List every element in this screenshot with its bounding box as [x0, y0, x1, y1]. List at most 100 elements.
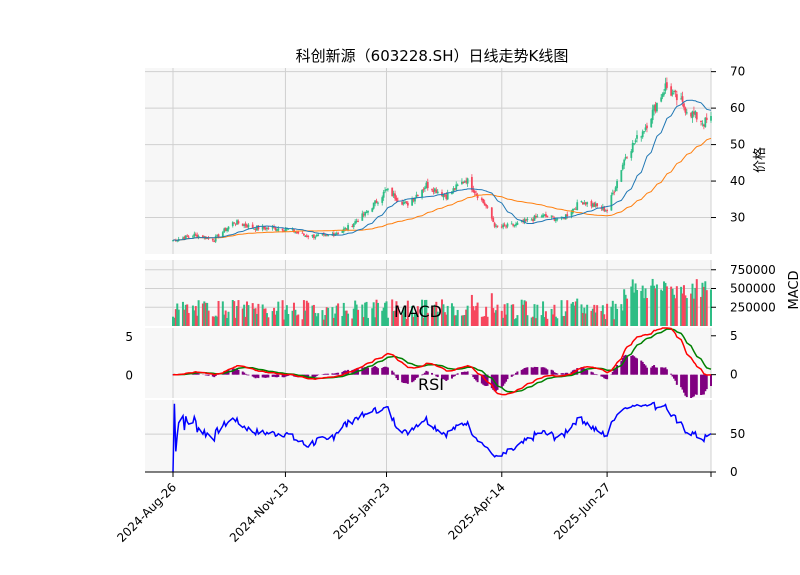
candle-body: [254, 228, 257, 230]
candle-body: [247, 224, 250, 228]
ma-long-line: [172, 137, 712, 241]
volume-bar: [196, 315, 199, 326]
macd-hist-bar: [261, 374, 264, 378]
volume-bar: [492, 308, 495, 326]
macd-hist-bar: [327, 373, 330, 375]
volume-bar: [305, 300, 308, 326]
candle-body: [560, 216, 563, 218]
candle-body: [566, 214, 569, 217]
volume-bar: [345, 310, 348, 326]
volume-bar: [681, 293, 684, 326]
macd-hist-bar: [692, 374, 695, 397]
macd-hist-bar: [532, 367, 535, 375]
macd-hist-bar: [655, 367, 658, 375]
volume-bar: [371, 308, 374, 326]
volume-bar: [445, 314, 448, 326]
candle-body: [543, 214, 546, 216]
candle-body: [432, 190, 435, 193]
candle-body: [244, 223, 247, 227]
macd-hist-bar: [233, 368, 236, 375]
candle-body: [345, 228, 348, 230]
volume-bar: [614, 303, 617, 326]
candle-body: [601, 206, 604, 210]
volume-bar: [590, 310, 593, 326]
macd-hist-bar: [362, 367, 365, 375]
macd-hist-bar: [271, 374, 274, 377]
macd-hist-bar: [204, 374, 207, 376]
candle-body: [570, 211, 573, 216]
macd-hist-bar: [654, 367, 657, 375]
volume-bar: [255, 313, 258, 326]
macd-hist-bar: [366, 367, 369, 375]
macd-hist-bar: [263, 374, 266, 378]
volume-bar: [271, 311, 274, 326]
volume-bar: [264, 308, 267, 326]
volume-bar: [413, 313, 416, 326]
volume-bar: [331, 307, 334, 326]
macd-hist-bar: [702, 374, 705, 395]
volume-bar: [705, 290, 708, 326]
candle-body: [694, 111, 697, 115]
candle-body: [684, 107, 687, 113]
candle-body: [606, 210, 609, 212]
x-tick-label: 2024-Nov-13: [227, 480, 292, 545]
volume-bar: [533, 304, 536, 326]
candle-body: [523, 219, 526, 223]
candle-body: [644, 127, 647, 130]
candle-body: [646, 125, 648, 129]
candle-body: [651, 109, 654, 121]
volume-bar: [701, 282, 704, 326]
macd-tick-label: 5: [730, 329, 738, 343]
volume-bar: [294, 309, 297, 326]
volume-bar: [702, 286, 705, 326]
volume-tick-label: 250000: [730, 300, 776, 314]
candle-body: [277, 228, 280, 231]
volume-bar: [606, 303, 609, 326]
candle-body: [680, 98, 683, 100]
volume-bar: [396, 305, 399, 326]
macd-hist-bar: [623, 355, 626, 375]
macd-hist-bar: [503, 374, 506, 384]
volume-bar: [574, 301, 577, 326]
volume-bar: [334, 313, 337, 326]
volume-bar: [630, 286, 633, 326]
candle-body: [590, 201, 593, 207]
candle-body: [594, 203, 597, 207]
volume-bar: [456, 309, 459, 326]
volume-bar: [335, 305, 338, 326]
candle-body: [442, 194, 445, 198]
candle-body: [197, 235, 200, 238]
candle-body: [465, 180, 468, 183]
volume-bar: [376, 302, 379, 326]
volume-bar: [560, 300, 563, 326]
candle-body: [704, 117, 707, 128]
candle-body: [196, 234, 199, 238]
macd-hist-bar: [311, 374, 314, 378]
candle-body: [243, 224, 246, 227]
volume-bar: [524, 301, 527, 326]
candle-body: [626, 157, 628, 159]
price-tick-label: 30: [730, 211, 745, 225]
price-tick-label: 60: [730, 101, 745, 115]
volume-bar: [285, 305, 288, 326]
volume-bar: [623, 289, 626, 326]
volume-bar: [223, 314, 226, 326]
volume-bar: [374, 317, 377, 326]
candle-body: [207, 237, 210, 239]
volume-bar: [265, 313, 268, 326]
volume-bar: [506, 303, 509, 326]
macd-hist-bar: [422, 373, 425, 375]
candle-body: [553, 217, 556, 221]
macd-hist-bar: [421, 374, 424, 376]
candle-body: [194, 234, 197, 236]
volume-bar: [526, 315, 529, 326]
candle-body: [695, 112, 698, 120]
volume-bar: [236, 305, 239, 326]
volume-bar: [536, 304, 539, 326]
volume-bar: [382, 307, 385, 326]
macd-hist-bar: [244, 373, 247, 375]
volume-bar: [392, 311, 395, 326]
candle-body: [643, 131, 646, 133]
candle-body: [266, 227, 268, 230]
macd-hist-bar: [584, 369, 587, 375]
